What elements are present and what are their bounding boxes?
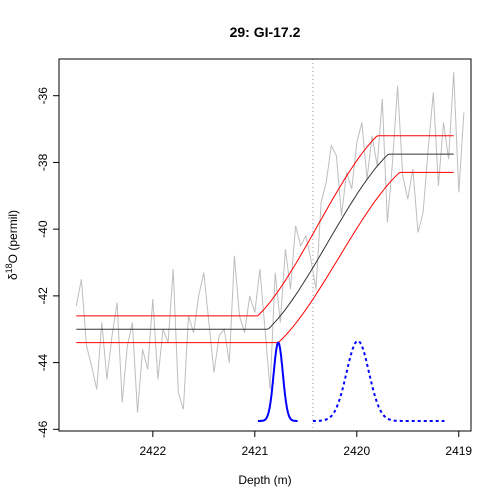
plot-frame — [58, 58, 472, 432]
onset-density — [257, 341, 298, 422]
x-tick-label: 2420 — [343, 444, 370, 458]
x-tick-label: 2419 — [445, 444, 472, 458]
x-tick-label: 2422 — [139, 444, 166, 458]
y-tick-label: -46 — [36, 420, 50, 438]
end-density — [312, 339, 445, 422]
series-fit-upper — [76, 135, 454, 317]
y-axis: -36 -38 -40 -42 -44 -46 — [36, 87, 59, 438]
y-tick-label: -40 — [36, 220, 50, 238]
series-data — [75, 72, 465, 413]
y-label-sup: 18 — [4, 263, 14, 273]
y-tick-label: -38 — [36, 153, 50, 171]
x-axis: 2422 2421 2420 2419 — [139, 431, 472, 458]
x-axis-label: Depth (m) — [238, 473, 291, 487]
plot-area — [75, 59, 465, 431]
y-tick-label: -44 — [36, 354, 50, 372]
y-tick-label: -42 — [36, 287, 50, 305]
series-fit-lower — [76, 171, 454, 344]
y-axis-label: δ18O (permil) — [4, 210, 20, 280]
x-tick-label: 2421 — [241, 444, 268, 458]
y-label-rest: O (permil) — [6, 210, 20, 263]
y-tick-label: -36 — [36, 87, 50, 105]
series-fit — [76, 153, 454, 330]
y-label-delta: δ — [6, 273, 20, 280]
chart-title: 29: GI-17.2 — [230, 24, 301, 40]
